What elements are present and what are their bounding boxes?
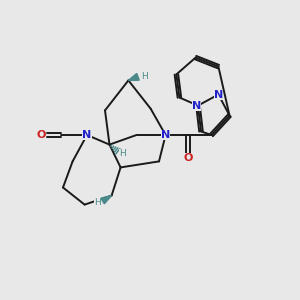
Text: N: N xyxy=(214,89,223,100)
Text: H: H xyxy=(141,72,147,81)
Text: H: H xyxy=(94,198,101,207)
Text: O: O xyxy=(184,153,193,164)
Text: H: H xyxy=(119,149,126,158)
Text: O: O xyxy=(37,130,46,140)
Text: N: N xyxy=(192,100,201,111)
Polygon shape xyxy=(101,196,112,204)
Polygon shape xyxy=(128,74,139,80)
Text: N: N xyxy=(161,130,170,140)
Text: N: N xyxy=(82,130,91,140)
